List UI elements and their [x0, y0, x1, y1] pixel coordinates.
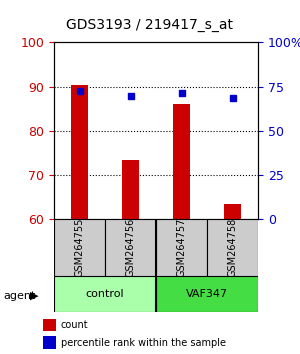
Text: GSM264756: GSM264756: [125, 218, 136, 278]
Text: GDS3193 / 219417_s_at: GDS3193 / 219417_s_at: [67, 18, 233, 32]
FancyBboxPatch shape: [156, 276, 258, 312]
Text: VAF347: VAF347: [186, 289, 228, 299]
Text: GSM264758: GSM264758: [227, 218, 238, 278]
Bar: [43, 319, 56, 331]
Bar: [224, 204, 242, 219]
FancyBboxPatch shape: [207, 219, 258, 276]
FancyBboxPatch shape: [54, 219, 105, 276]
Bar: [122, 160, 140, 219]
Bar: [70, 85, 88, 219]
Text: GSM264757: GSM264757: [176, 218, 187, 278]
FancyBboxPatch shape: [156, 219, 207, 276]
Text: agent: agent: [3, 291, 35, 301]
FancyBboxPatch shape: [105, 219, 156, 276]
Text: control: control: [86, 289, 124, 299]
Bar: [43, 336, 56, 349]
FancyBboxPatch shape: [54, 276, 156, 312]
Text: ▶: ▶: [30, 291, 38, 301]
Text: count: count: [61, 320, 88, 330]
Text: percentile rank within the sample: percentile rank within the sample: [61, 338, 226, 348]
Text: GSM264755: GSM264755: [74, 218, 85, 278]
Bar: [172, 104, 190, 219]
